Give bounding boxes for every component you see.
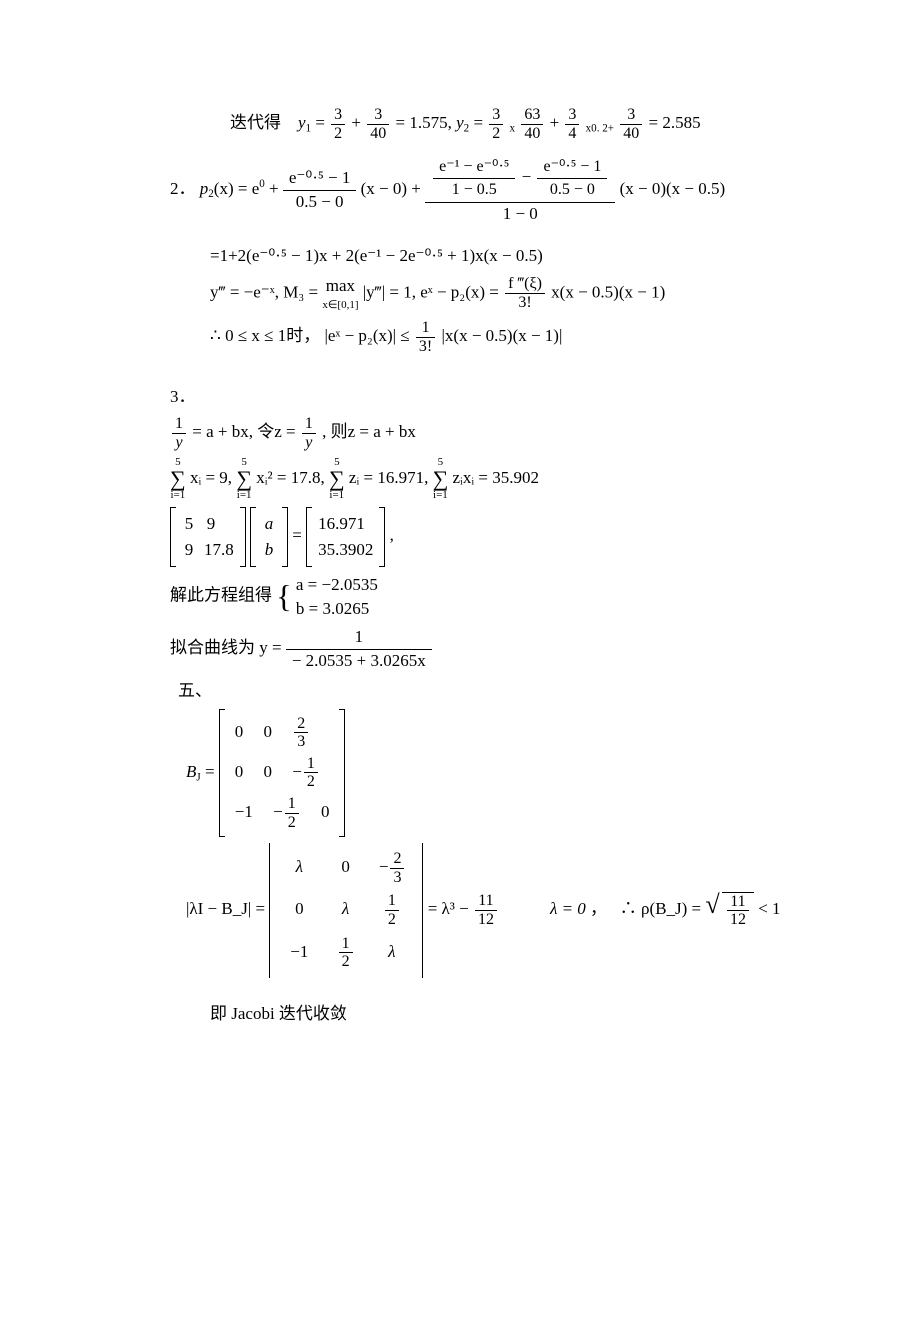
p3-s4: zᵢxᵢ = 35.902 [453,468,539,487]
matrix-1: 59 917.8 [170,507,246,567]
p2-fracB-right: e⁻⁰·⁵ − 10.5 − 0 [535,156,609,200]
p2c-eq1: = 1, eˣ − p₂(x) = [389,282,503,301]
p5-lambda0: λ = 0 [550,899,586,918]
p2c-tail: x(x − 0.5)(x − 1) [551,282,665,301]
p5-head: 五、 [178,679,840,703]
p2b-t1: =1+2( [210,246,252,265]
xmark2: x0. 2+ [586,122,614,134]
bj: B [186,762,196,781]
y1-sub: 1 [306,122,312,134]
p2c-absy3: |y‴| [363,282,385,301]
p5-comma: ， [590,899,607,918]
p2-arg: (x) = e [214,179,259,198]
v2: 2.585 [662,113,700,132]
v1: 1.575 [409,113,447,132]
p3-brace2: b = 3.0265 [296,597,378,621]
p2c-frac: f ‴(ξ) 3! [503,275,547,311]
p2-fracA: e⁻⁰·⁵ − 1 0.5 − 0 [283,167,357,213]
p5-det-l: |λI − B_J| = [186,899,269,918]
p3-fit-frac: 1 − 2.0535 + 3.0265x [286,626,432,672]
p2-plus: + [269,179,283,198]
p2-tail: (x − 0)(x − 0.5) [620,179,726,198]
p2c-max: max x∈[0,1] [322,274,358,313]
p3-f2: 1y [300,415,318,451]
frac-5: 34 [563,106,581,142]
p3-fit-zh: 拟合曲线为 y = [170,639,286,658]
p2-fracB: e⁻¹ − e⁻⁰·⁵1 − 0.5 − e⁻⁰·⁵ − 10.5 − 0 1 … [425,154,615,226]
p3-mcomma: , [390,526,394,545]
p5-eq-rhs1: = λ³ − [428,899,473,918]
sigma-1: 5∑i=1 [170,457,186,501]
matrix-3: 16.971 35.3902 [306,507,385,567]
p2b-t3: − 1)x + 2(e⁻¹ − 2e⁻⁰·⁵ + 1)x(x − 0.5) [287,246,543,265]
p3-solve: 解此方程组得 { a = −2.0535 b = 3.0265 [170,573,840,621]
p3-l1f: , 则z = a + bx [322,422,416,441]
p2d-frac: 1 3! [414,319,437,355]
p2-line-b: =1+2(e⁻⁰·⁵ − 1)x + 2(e⁻¹ − 2e⁻⁰·⁵ + 1)x(… [210,244,840,268]
p2-mid: (x − 0) + [361,179,426,198]
y1: y [298,113,306,132]
frac-1: 32 [329,106,347,142]
p5-f11: 1112 [473,892,499,928]
p5-lt1: < 1 [758,899,780,918]
p2-fracB-left: e⁻¹ − e⁻⁰·⁵1 − 0.5 [431,156,517,200]
p3-s3: zᵢ = 16.971, [349,468,433,487]
frac-4: 6340 [519,106,545,142]
p5-jacobi: 即 Jacobi 迭代收敛 [210,1002,840,1026]
p5-head-text: 五、 [178,681,212,700]
e0sup: 0 [259,178,265,190]
p3-brace1: a = −2.0535 [296,573,378,597]
p3-f1: 1y [170,415,188,451]
frac-6: 340 [618,106,644,142]
sqrt-icon: √ 1112 [705,892,754,929]
p3-solve-zh: 解此方程组得 [170,586,272,605]
y2: y [456,113,464,132]
p5-therefore: ∴ ρ(B_J) = [620,899,706,918]
p3-sums: 5∑i=1 xᵢ = 9, 5∑i=1 xᵢ² = 17.8, 5∑i=1 zᵢ… [170,457,840,501]
iter-prefix: 迭代得 [230,113,281,132]
p5-bj: BJ = 0 0 23 0 0 −12 −1 −12 0 [186,709,840,838]
y2-sub: 2 [464,122,470,134]
det-matrix: λ 0 −23 0 λ 12 −1 12 λ [269,843,423,978]
xmark1: x [510,122,516,134]
p3-s1: xᵢ = 9, [190,468,236,487]
p2b-t2: e⁻⁰·⁵ [252,246,287,265]
p2-line-c: y‴ = −e⁻ˣ, M₃ = max x∈[0,1] |y‴| = 1, eˣ… [210,274,840,313]
sigma-3: 5∑i=1 [329,457,345,501]
p3-fit: 拟合曲线为 y = 1 − 2.0535 + 3.0265x [170,626,840,672]
iter-line: 迭代得 y1 = 32 + 340 = 1.575, y2 = 32 x 634… [230,106,840,142]
p3-matrix-eq: 59 917.8 a b = 16.971 35.3902 , [170,507,840,567]
p2d-tail: |x(x − 0.5)(x − 1)| [442,326,563,345]
sigma-4: 5∑i=1 [433,457,449,501]
frac-2: 340 [365,106,391,142]
p3-l1c: = a + bx, 令z = [192,422,300,441]
p2d-a: ∴ 0 ≤ x ≤ 1时， |eˣ − p₂(x)| ≤ [210,326,414,345]
page: 迭代得 y1 = 32 + 340 = 1.575, y2 = 32 x 634… [0,0,920,1332]
p2-p: p [200,179,209,198]
bj-sub: J [196,771,200,783]
matrix-2: a b [250,507,288,567]
p2-num: 2． [170,179,196,198]
p2-line-d: ∴ 0 ≤ x ≤ 1时， |eˣ − p₂(x)| ≤ 1 3! |x(x −… [210,319,840,355]
p3-head: 3． [170,385,840,409]
p2c-a: y‴ = −e⁻ˣ, M₃ = [210,282,322,301]
p2-line-a: 2． p2(x) = e0 + e⁻⁰·⁵ − 1 0.5 − 0 (x − 0… [170,154,840,226]
p5-det-line: |λI − B_J| = λ 0 −23 0 λ 12 −1 12 λ = λ³… [186,843,840,978]
frac-3: 32 [487,106,505,142]
p3-block: 3． 1y = a + bx, 令z = 1y , 则z = a + bx 5∑… [170,385,840,673]
sigma-2: 5∑i=1 [236,457,252,501]
p3-s2: xᵢ² = 17.8, [256,468,329,487]
bj-matrix: 0 0 23 0 0 −12 −1 −12 0 [219,709,346,838]
p2-fracB-num: e⁻¹ − e⁻⁰·⁵1 − 0.5 − e⁻⁰·⁵ − 10.5 − 0 [425,154,615,203]
p5-jacobi-text: 即 Jacobi 迭代收敛 [210,1004,347,1023]
p3-l1: 1y = a + bx, 令z = 1y , 则z = a + bx [170,415,840,451]
